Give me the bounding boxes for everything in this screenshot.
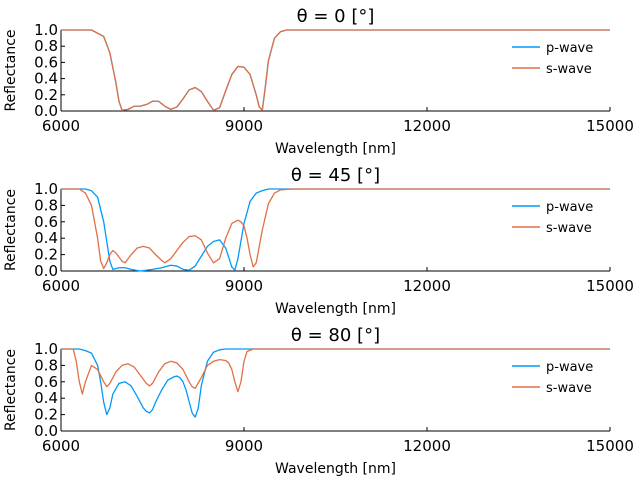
y-tick-label: 0.8 [34, 196, 58, 214]
x-tick-label: 15000 [586, 277, 634, 295]
legend-label: s-wave [546, 381, 592, 396]
series-line-s-wave [61, 348, 610, 395]
y-axis-label: Reflectance [3, 349, 19, 431]
x-tick-label: 12000 [403, 277, 451, 295]
legend-label: p-wave [546, 200, 593, 215]
legend: p-wave s-wave [512, 41, 593, 77]
chart-title: θ = 0 [°] [297, 6, 375, 27]
x-tick-label: 9000 [225, 277, 263, 295]
y-tick-label: 0.6 [34, 53, 58, 71]
chart-title: θ = 80 [°] [291, 325, 380, 346]
x-axis-label: Wavelength [nm] [275, 301, 396, 317]
legend: p-wave s-wave [512, 360, 593, 396]
legend: p-wave s-wave [512, 200, 593, 236]
chart-panel-1: 0.00.20.40.60.81.0 6000 9000 12000 15000 θ = … [3, 165, 634, 317]
x-axis-label: Wavelength [nm] [275, 141, 396, 157]
series-line-p-wave [61, 348, 610, 418]
x-axis-label: Wavelength [nm] [275, 461, 396, 477]
y-tick-label: 1.0 [34, 340, 58, 358]
y-tick-label: 0.0 [34, 262, 58, 280]
y-tick-label: 0.0 [34, 102, 58, 120]
series-line-p-wave [61, 29, 610, 111]
x-tick-label: 6000 [42, 277, 80, 295]
y-tick-label: 0.6 [34, 213, 58, 231]
y-tick-label: 0.4 [34, 389, 58, 407]
legend-label: s-wave [546, 221, 592, 236]
y-tick-label: 0.2 [34, 246, 58, 264]
legend-label: p-wave [546, 41, 593, 56]
y-tick-label: 1.0 [34, 180, 58, 198]
y-tick-label: 1.0 [34, 21, 58, 39]
y-axis-label: Reflectance [3, 29, 19, 111]
y-tick-label: 0.4 [34, 229, 58, 247]
x-tick-label: 6000 [42, 437, 80, 455]
series-line-p-wave [61, 188, 610, 272]
series-line-s-wave [61, 188, 610, 270]
x-tick-label: 12000 [403, 437, 451, 455]
chart-title: θ = 45 [°] [291, 165, 380, 186]
y-tick-label: 0.8 [34, 37, 58, 55]
x-tick-label: 9000 [225, 117, 263, 135]
y-tick-label: 0.4 [34, 70, 58, 88]
x-tick-label: 15000 [586, 117, 634, 135]
legend-label: s-wave [546, 62, 592, 77]
x-tick-label: 9000 [225, 437, 263, 455]
series-line-s-wave [61, 29, 610, 111]
y-tick-label: 0.0 [34, 422, 58, 440]
y-tick-label: 0.2 [34, 86, 58, 104]
x-tick-label: 12000 [403, 117, 451, 135]
y-tick-label: 0.6 [34, 373, 58, 391]
chart-panel-2: 0.00.20.40.60.81.0 6000 9000 12000 15000 θ = … [3, 325, 634, 477]
chart-panel-0: 0.00.20.40.60.81.0 6000 9000 12000 15000 θ = … [3, 6, 634, 157]
y-tick-label: 0.8 [34, 356, 58, 374]
x-tick-label: 15000 [586, 437, 634, 455]
y-tick-label: 0.2 [34, 406, 58, 424]
y-axis-label: Reflectance [3, 189, 19, 271]
x-tick-label: 6000 [42, 117, 80, 135]
legend-label: p-wave [546, 360, 593, 375]
